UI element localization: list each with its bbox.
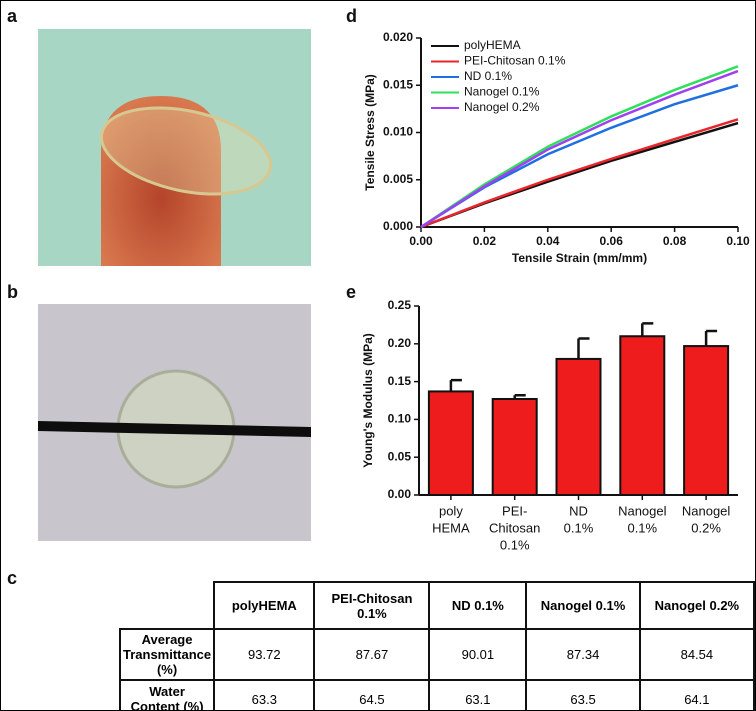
bar <box>427 390 474 497</box>
table-cell: 64.1 <box>638 679 755 710</box>
y-axis-label: Young's Modulus (MPa) <box>361 333 375 468</box>
panel-label: c <box>7 568 17 588</box>
legend-label: polyHEMA <box>464 38 521 52</box>
x-tick-label: Nanogel <box>682 503 731 518</box>
y-tick-label: 0.10 <box>388 412 412 426</box>
error-bar <box>577 337 590 359</box>
x-axis-label: Tensile Strain (mm/mm) <box>512 251 647 265</box>
x-tick-label: ND <box>569 503 588 518</box>
y-tick-label: 0.010 <box>383 125 413 139</box>
y-tick-label: 0.020 <box>383 30 413 44</box>
bar <box>683 345 730 496</box>
x-tick-label: 0.1% <box>500 537 530 552</box>
x-tick-label: 0.00 <box>409 234 433 248</box>
y-tick-label: 0.05 <box>388 449 412 463</box>
x-tick-label: 0.04 <box>536 234 560 248</box>
panel-label: a <box>7 6 18 26</box>
error-bar <box>449 378 462 392</box>
column-header: PEI-Chitosan 0.1% <box>313 581 431 630</box>
y-tick-label: 0.00 <box>388 487 412 501</box>
y-tick-label: 0.000 <box>383 219 413 233</box>
x-tick-label: poly <box>439 503 463 518</box>
legend-label: Nanogel 0.2% <box>464 100 540 114</box>
series-line <box>420 121 739 229</box>
error-bar <box>704 329 718 347</box>
legend-label: ND 0.1% <box>464 69 512 83</box>
table-cell: 90.01 <box>428 628 528 681</box>
y-tick-label: 0.20 <box>388 336 412 350</box>
legend-label: Nanogel 0.1% <box>464 85 540 99</box>
series-line <box>420 65 739 229</box>
column-header: ND 0.1% <box>428 581 528 630</box>
x-tick-label: HEMA <box>432 520 470 535</box>
legend-label: PEI-Chitosan 0.1% <box>464 54 566 68</box>
data-table: polyHEMA PEI-Chitosan 0.1% ND 0.1% Nanogel … <box>118 581 755 710</box>
y-tick-label: 0.25 <box>388 298 412 312</box>
series-line <box>420 118 739 229</box>
x-tick-label: PEI- <box>502 503 527 518</box>
x-tick-label: 0.1% <box>627 520 657 535</box>
y-tick-label: 0.005 <box>383 172 413 186</box>
panel-label: d <box>346 6 357 26</box>
x-tick-label: Nanogel <box>618 503 667 518</box>
y-tick-label: 0.015 <box>383 77 413 91</box>
y-tick-label: 0.15 <box>388 374 412 388</box>
error-bar <box>641 322 654 337</box>
x-tick-label: 0.1% <box>564 520 594 535</box>
photo-lens <box>38 304 311 541</box>
table-cell: 63.3 <box>213 679 316 710</box>
row-header: Water Content (%) <box>118 679 216 710</box>
y-axis-label: Tensile Stress (MPa) <box>363 74 377 190</box>
table-row: Average Transmittance (%) 93.72 87.67 90.01… <box>118 628 755 681</box>
bar <box>619 335 666 496</box>
bar <box>555 357 602 497</box>
panel-label: e <box>346 282 356 302</box>
column-header: polyHEMA <box>213 581 316 630</box>
bar <box>491 397 538 497</box>
x-tick-label: 0.06 <box>600 234 624 248</box>
x-tick-label: 0.08 <box>663 234 687 248</box>
table-cell: 84.54 <box>638 628 755 681</box>
x-tick-label: 0.2% <box>691 520 721 535</box>
table-cell: 63.1 <box>428 679 528 710</box>
blank-cell <box>120 582 216 630</box>
table-cell: 64.5 <box>313 679 431 710</box>
table-cell: 93.72 <box>213 628 316 681</box>
panel-label: b <box>7 282 18 302</box>
column-header: Nanogel 0.1% <box>525 581 641 630</box>
table-row: Water Content (%) 63.3 64.5 63.1 63.5 64.1 <box>118 679 755 710</box>
column-header: Nanogel 0.2% <box>638 581 755 630</box>
x-tick-label: Chitosan <box>489 520 540 535</box>
row-header: Average Transmittance (%) <box>118 628 216 681</box>
x-tick-label: 0.10 <box>726 234 750 248</box>
series-line <box>420 69 739 229</box>
table-cell: 87.34 <box>525 628 641 681</box>
table-cell: 63.5 <box>525 679 641 710</box>
table-cell: 87.67 <box>313 628 431 681</box>
x-tick-label: 0.02 <box>473 234 497 248</box>
photo-finger <box>38 29 311 266</box>
